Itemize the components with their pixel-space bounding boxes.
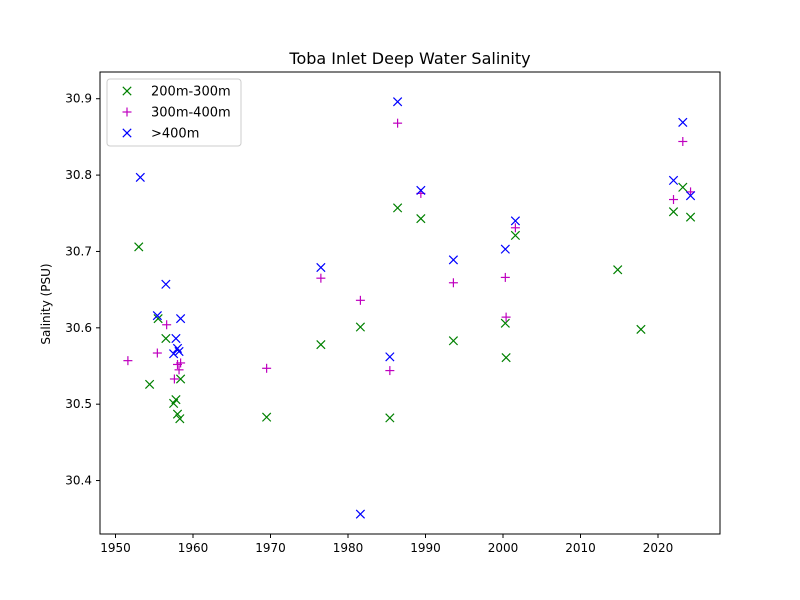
data-point (175, 374, 186, 384)
data-point (668, 207, 679, 217)
data-point (416, 185, 426, 195)
data-point (393, 118, 403, 128)
x-tick-label: 1960 (178, 541, 209, 555)
data-point (685, 212, 696, 222)
series-0 (134, 182, 696, 424)
data-point (169, 349, 179, 359)
legend-label: 200m-300m (151, 85, 231, 100)
series-1 (123, 118, 696, 384)
data-point (135, 172, 145, 183)
data-point (153, 314, 163, 324)
legend-marker (122, 107, 132, 117)
data-point (162, 320, 172, 330)
data-point (171, 394, 181, 405)
data-point (175, 314, 186, 324)
data-markers (123, 97, 696, 519)
x-tick-label: 1980 (333, 541, 364, 555)
data-point (152, 348, 162, 358)
data-point (636, 324, 646, 334)
legend-marker (122, 128, 132, 138)
data-point (262, 412, 272, 422)
y-tick-label: 30.9 (65, 92, 92, 106)
legend-label: 300m-400m (151, 106, 231, 121)
data-point (176, 358, 186, 368)
plot-frame (99, 71, 721, 535)
x-tick-label: 2010 (565, 541, 596, 555)
data-point (123, 356, 133, 366)
x-axis: 1950 1960 1970 1980 1990 2000 2010 2020 (100, 534, 673, 555)
y-axis-label: Salinity (PSU) (39, 263, 53, 344)
chart-title: Toba Inlet Deep Water Salinity (288, 49, 530, 68)
data-point (392, 97, 403, 107)
y-tick-label: 30.6 (65, 321, 92, 335)
data-point (669, 195, 678, 205)
data-point (501, 312, 511, 322)
data-point (448, 336, 459, 346)
data-point (174, 346, 184, 357)
data-point (613, 265, 623, 275)
data-point (171, 333, 181, 344)
legend-marker (122, 86, 132, 96)
data-point (448, 255, 459, 265)
data-point (152, 310, 162, 321)
data-point (144, 379, 155, 389)
data-point (172, 343, 183, 354)
data-point (678, 117, 688, 128)
series-2 (135, 97, 696, 519)
data-point (500, 318, 510, 328)
data-point (501, 352, 511, 363)
data-point (385, 352, 395, 362)
data-point (355, 295, 365, 305)
data-point (678, 136, 688, 146)
data-point (262, 363, 272, 373)
data-point (316, 273, 326, 283)
data-point (385, 366, 395, 376)
data-point (174, 365, 184, 375)
data-point (385, 413, 395, 423)
data-point (169, 374, 179, 384)
y-tick-label: 30.4 (65, 474, 92, 488)
data-point (355, 322, 366, 332)
data-point (416, 213, 426, 224)
data-point (685, 191, 696, 201)
y-tick-label: 30.7 (65, 244, 92, 258)
data-point (500, 272, 510, 282)
data-point (175, 414, 185, 424)
data-point (355, 509, 366, 519)
y-axis: 30.4 30.5 30.6 30.7 30.8 30.9 (65, 92, 100, 488)
y-tick-label: 30.8 (65, 168, 92, 182)
data-point (172, 409, 183, 419)
data-point (448, 278, 458, 288)
data-point (668, 175, 679, 186)
data-point (316, 339, 326, 350)
data-point (510, 230, 521, 241)
y-tick-label: 30.5 (65, 397, 92, 411)
data-point (316, 262, 326, 273)
data-point (510, 223, 520, 233)
x-tick-label: 1970 (255, 541, 286, 555)
data-point (500, 244, 510, 254)
data-point (510, 216, 521, 226)
data-point (678, 182, 688, 192)
x-tick-label: 1990 (410, 541, 441, 555)
data-point (134, 242, 144, 252)
data-point (161, 279, 171, 289)
legend: 200m-300m 300m-400m >400m (106, 78, 242, 147)
x-tick-label: 2020 (643, 541, 674, 555)
legend-box (106, 78, 242, 147)
legend-label: >400m (151, 127, 199, 142)
x-tick-label: 2000 (488, 541, 519, 555)
data-point (392, 203, 403, 213)
x-tick-label: 1950 (100, 541, 131, 555)
data-point (161, 333, 171, 344)
